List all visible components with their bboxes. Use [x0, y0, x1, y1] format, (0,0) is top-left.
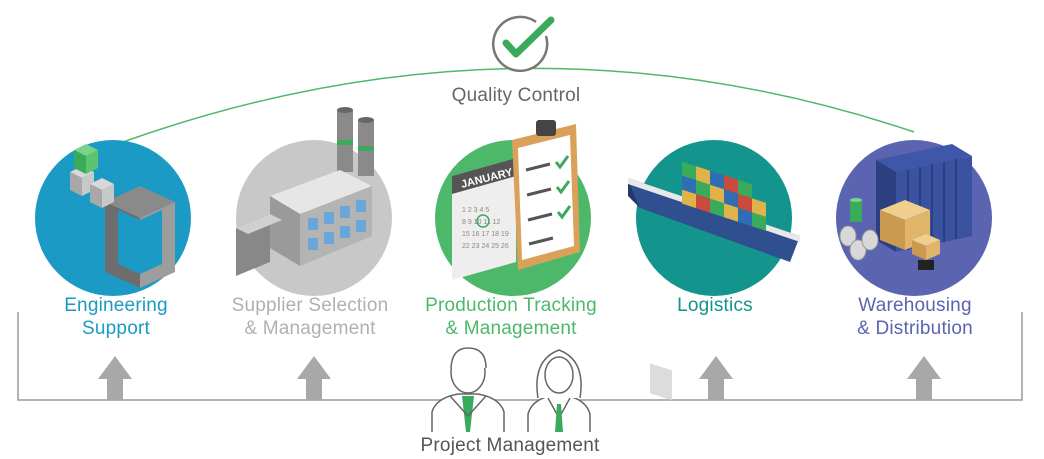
stage-label-line: Support: [82, 318, 150, 339]
clipboard-calendar-icon: JANUARY 1 2 3 4 5 8 9 10 11 12 15 16 17 …: [452, 120, 580, 280]
stage-label-line: Supplier Selection: [231, 295, 389, 316]
up-arrow-icon: [907, 356, 941, 400]
stage-label-line: & Management: [244, 318, 376, 339]
warehousing-circle: [836, 140, 992, 296]
supplier-selection-circle: [236, 107, 392, 296]
stage-label-line: Warehousing: [858, 295, 972, 316]
cubes-icon: [70, 144, 175, 288]
up-arrow-icon: [98, 356, 132, 400]
factory-icon: [236, 107, 374, 276]
quality-control-label: Quality Control: [451, 85, 581, 106]
stage-label-logistics: Logistics: [630, 294, 800, 317]
up-arrow-icon: [297, 356, 331, 400]
svg-text:15 16 17 18 19: 15 16 17 18 19: [462, 231, 509, 238]
quality-control-arc: [111, 67, 915, 147]
stage-label-supplier-selection: Supplier Selection & Management: [210, 294, 410, 340]
svg-text:8 9 10 11 12: 8 9 10 11 12: [462, 219, 501, 226]
warehouse-container-icon: [839, 144, 972, 270]
stage-label-production-tracking: Production Tracking & Management: [406, 294, 616, 340]
project-management-label: Project Management: [420, 435, 600, 456]
stage-label-engineering-support: Engineering Support: [26, 294, 206, 340]
svg-text:1 2 3 4 5: 1 2 3 4 5: [462, 207, 489, 214]
svg-text:22 23 24 25 26: 22 23 24 25 26: [462, 243, 509, 250]
stage-label-line: & Management: [445, 318, 577, 339]
logistics-circle: [628, 140, 800, 401]
stage-label-line: Engineering: [64, 295, 168, 316]
cargo-ship-icon: [628, 161, 800, 401]
project-managers-icon: [431, 347, 591, 432]
stage-label-warehousing: Warehousing & Distribution: [820, 294, 1010, 340]
engineering-support-circle: [35, 140, 191, 296]
quality-check-icon: [491, 15, 555, 73]
stage-label-line: Logistics: [677, 295, 753, 316]
project-management-frame: [17, 312, 1023, 401]
production-tracking-circle: JANUARY 1 2 3 4 5 8 9 10 11 12 15 16 17 …: [435, 120, 591, 296]
stage-label-line: & Distribution: [857, 318, 973, 339]
up-arrow-icon: [699, 356, 733, 400]
stage-label-line: Production Tracking: [425, 295, 597, 316]
